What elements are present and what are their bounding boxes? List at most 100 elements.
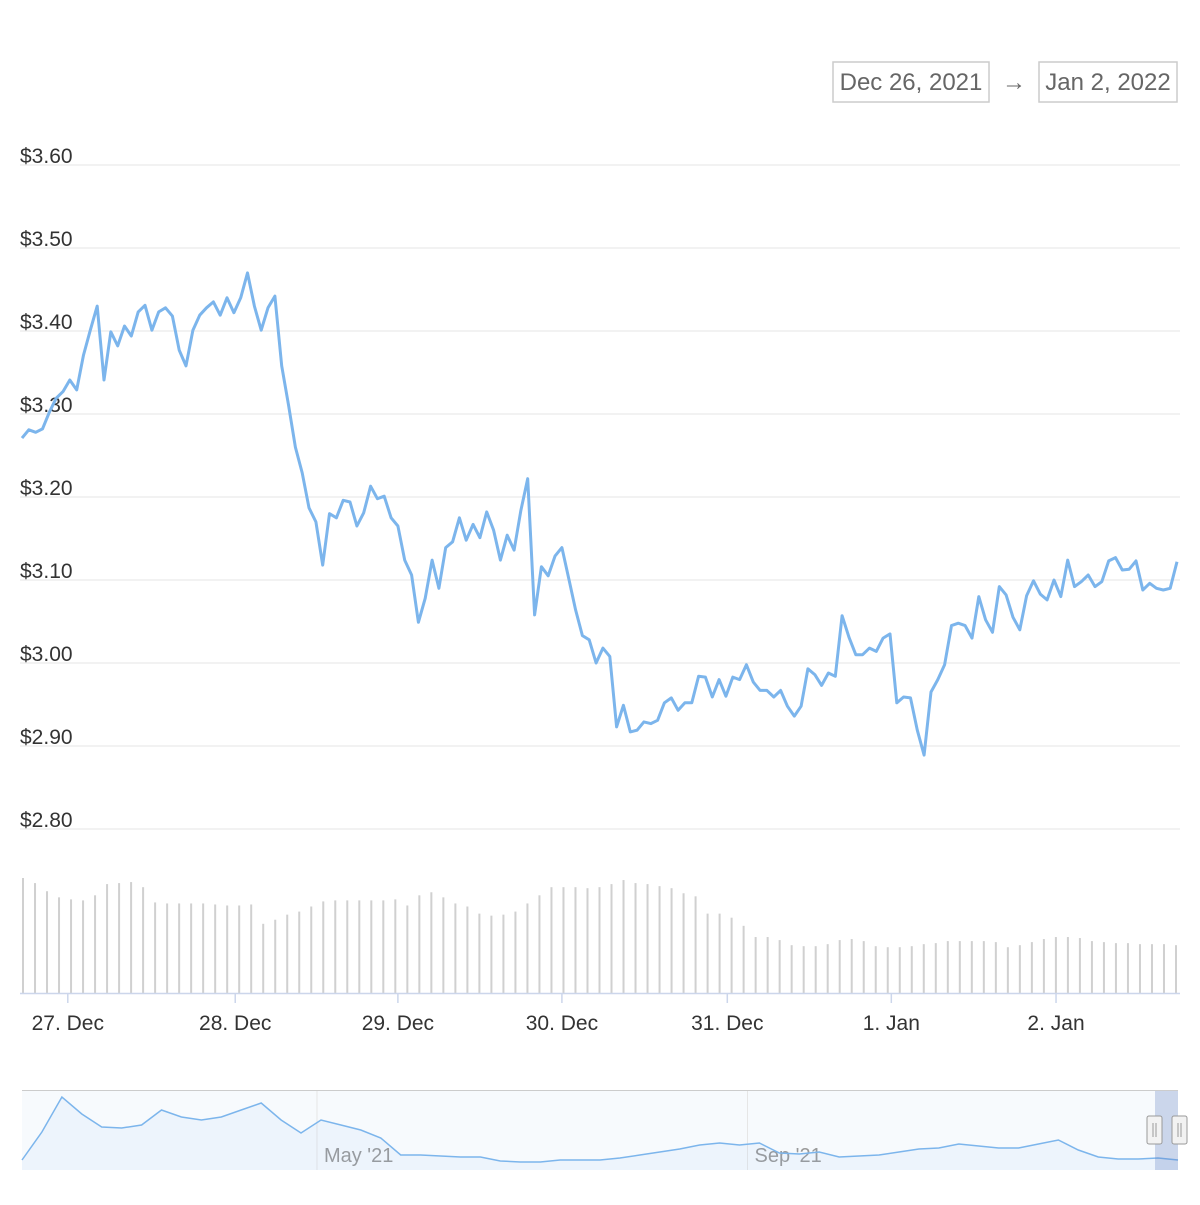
volume-bar	[1018, 945, 1021, 993]
volume-bar	[1102, 942, 1105, 993]
volume-bar	[646, 884, 649, 993]
volume-bar	[826, 944, 829, 993]
date-arrow: →	[1002, 69, 1026, 96]
navigator-tick-label: Sep '21	[754, 1145, 821, 1167]
volume-bar	[634, 883, 637, 993]
date-range: Dec 26, 2021 → Jan 2, 2022	[832, 61, 1178, 103]
volume-bar	[958, 941, 961, 993]
volume-bar	[1150, 944, 1153, 993]
volume-bar	[178, 903, 181, 993]
volume-bar	[718, 913, 721, 993]
volume-bar	[778, 940, 781, 993]
date-from[interactable]: Dec 26, 2021	[840, 69, 983, 96]
volume-bar	[994, 942, 997, 993]
x-tick-label: 28. Dec	[199, 1012, 271, 1035]
navigator-handle[interactable]	[1146, 1115, 1163, 1145]
volume-bar	[898, 947, 901, 993]
volume-bar	[670, 888, 673, 993]
volume-bar	[226, 905, 229, 993]
volume-bar	[202, 903, 205, 993]
volume-bar	[526, 903, 529, 993]
volume-bar	[490, 915, 493, 993]
volume-bar	[886, 947, 889, 993]
date-to[interactable]: Jan 2, 2022	[1045, 69, 1170, 96]
volume-bar	[310, 906, 313, 993]
volume-bar	[694, 896, 697, 993]
volume-bar	[214, 904, 217, 993]
navigator-tick-label: May '21	[324, 1145, 393, 1167]
volume-bar	[274, 919, 277, 993]
volume-bar	[610, 884, 613, 993]
volume-bar	[190, 903, 193, 993]
volume-bar	[1042, 939, 1045, 993]
navigator-background	[22, 1090, 1178, 1170]
y-tick-label: $3.40	[20, 311, 73, 334]
navigator-line	[21, 1095, 1179, 1163]
date-from-box[interactable]	[832, 61, 990, 103]
volume-bar	[1126, 943, 1129, 993]
volume-bar	[1175, 945, 1177, 993]
volume-bar	[454, 903, 457, 993]
volume-bar	[250, 904, 253, 993]
volume-bar	[418, 895, 421, 993]
date-to-box[interactable]	[1038, 61, 1178, 103]
volume-bar	[1114, 943, 1117, 993]
volume-bar	[814, 946, 817, 993]
navigator-area	[22, 1097, 1178, 1170]
volume-bar	[358, 900, 361, 993]
volume-bar	[334, 900, 337, 993]
volume-bar	[1006, 947, 1009, 993]
volume-bar	[946, 941, 949, 993]
y-tick-label: $3.10	[20, 560, 73, 583]
volume-bar	[238, 905, 241, 993]
volume-bar	[766, 937, 769, 993]
volume-bar	[394, 899, 397, 993]
volume-bar	[46, 891, 49, 993]
volume-bar	[82, 900, 85, 993]
price-line	[20, 271, 1179, 757]
volume-bar	[22, 878, 24, 993]
volume-bar	[862, 941, 865, 993]
volume-bar	[382, 900, 385, 993]
volume-bar	[706, 913, 709, 993]
volume-bar	[730, 917, 733, 993]
volume-bar	[58, 897, 61, 993]
x-tick-label: 31. Dec	[691, 1012, 763, 1035]
x-tick-label: 27. Dec	[32, 1012, 104, 1035]
volume-bar	[70, 899, 73, 993]
volume-bar	[562, 887, 565, 993]
y-tick-label: $2.80	[20, 809, 73, 832]
volume-bar	[1030, 942, 1033, 993]
volume-bar	[514, 911, 517, 993]
x-tick-label: 29. Dec	[362, 1012, 434, 1035]
volume-bar	[838, 940, 841, 993]
volume-bar	[790, 945, 793, 993]
volume-bar	[1162, 944, 1165, 993]
volume-bar	[682, 893, 685, 993]
volume-bar	[982, 941, 985, 993]
volume-bar	[106, 884, 109, 993]
volume-bar	[298, 911, 301, 993]
volume-bar	[370, 900, 373, 993]
volume-bar	[262, 923, 265, 993]
volume-bar	[466, 906, 469, 993]
volume-bar	[922, 944, 925, 993]
volume-bar	[934, 943, 937, 993]
volume-bar	[622, 880, 625, 993]
volume-bar	[34, 883, 37, 993]
volume-bar	[574, 887, 577, 993]
volume-bar	[1054, 937, 1057, 993]
volume-bar	[742, 925, 745, 993]
volume-bar	[850, 939, 853, 993]
volume-bar	[1066, 937, 1069, 993]
volume-bar	[658, 886, 661, 993]
navigator-handle[interactable]	[1171, 1115, 1188, 1145]
volume-bar	[346, 900, 349, 993]
volume-bar	[910, 946, 913, 993]
y-tick-label: $3.60	[20, 145, 73, 168]
x-tick-label: 30. Dec	[526, 1012, 598, 1035]
x-tick-label: 2. Jan	[1027, 1012, 1084, 1035]
y-tick-label: $3.00	[20, 643, 73, 666]
volume-bar	[130, 882, 133, 993]
